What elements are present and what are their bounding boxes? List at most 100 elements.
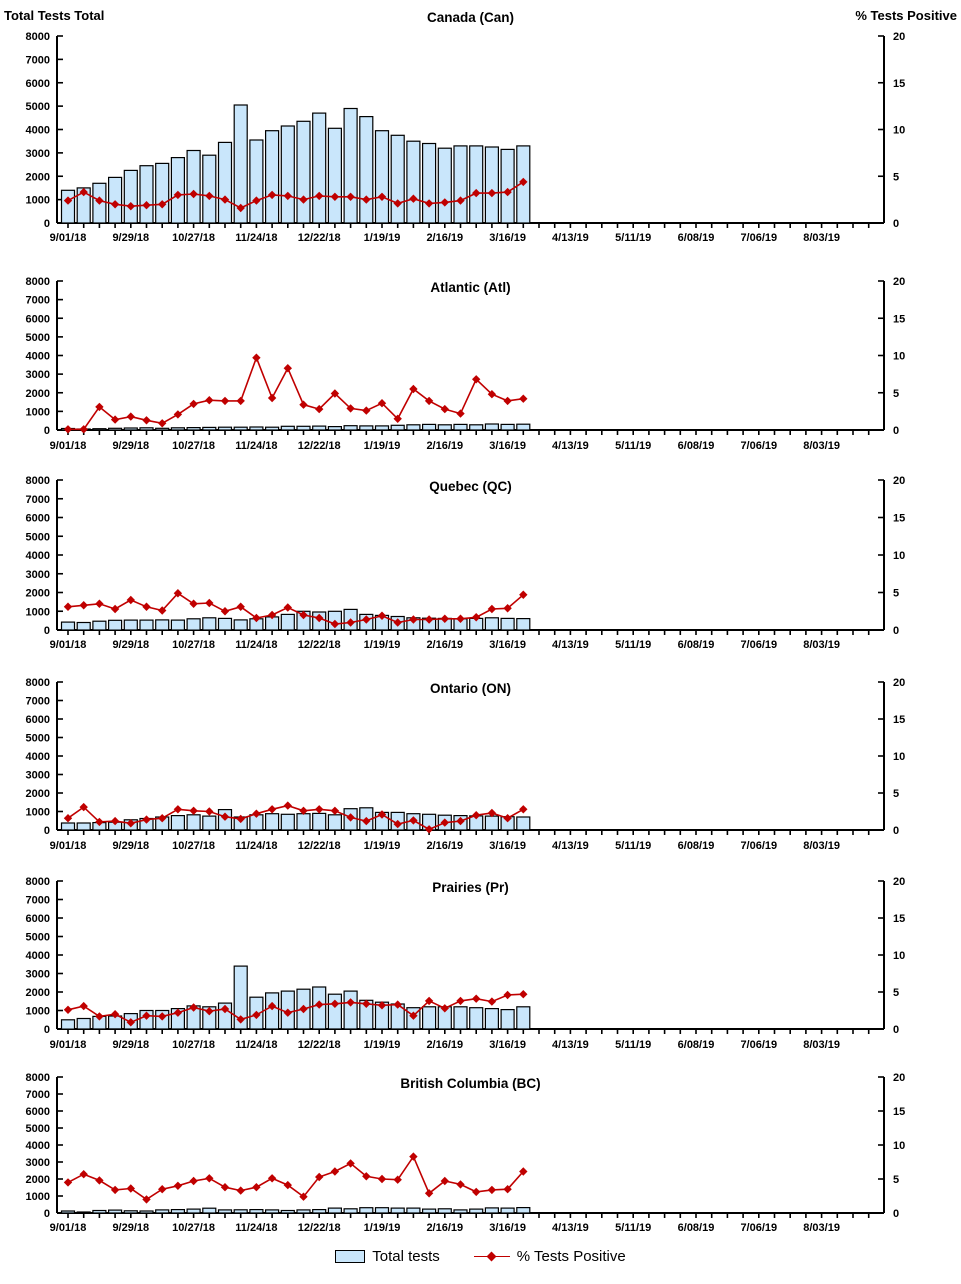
- x-tick-label: 7/06/19: [740, 1039, 777, 1051]
- diamond-marker: [440, 1004, 449, 1013]
- diamond-icon: [486, 1251, 497, 1261]
- right-tick-label: 0: [893, 218, 899, 230]
- x-tick-label: 6/08/19: [678, 1039, 715, 1051]
- x-tick-label: 1/19/19: [364, 1039, 401, 1051]
- total-tests-bar: [170, 1208, 185, 1214]
- total-tests-bar: [186, 149, 201, 224]
- diamond-marker: [487, 997, 497, 1006]
- diamond-marker: [252, 1010, 261, 1020]
- total-tests-bar: [280, 1209, 295, 1214]
- total-tests-bar: [359, 115, 374, 224]
- total-tests-bar: [312, 1208, 327, 1214]
- total-tests-bar: [500, 1008, 515, 1030]
- total-tests-bar: [233, 965, 248, 1030]
- diamond-marker: [158, 419, 167, 428]
- right-tick-label: 20: [893, 276, 905, 288]
- diamond-marker: [362, 615, 371, 624]
- left-tick-label: 1000: [26, 606, 50, 618]
- diamond-marker: [205, 1174, 214, 1183]
- x-tick-label: 11/24/18: [235, 1222, 277, 1234]
- diamond-marker: [440, 198, 449, 207]
- diamond-marker: [362, 195, 371, 204]
- total-tests-bar: [280, 613, 295, 631]
- left-tick-label: 7000: [26, 895, 50, 907]
- left-tick-label: 5000: [26, 932, 50, 944]
- chart-title-pr: Prairies (Pr): [432, 880, 509, 895]
- total-tests-bar: [123, 619, 138, 631]
- total-tests-bar: [437, 147, 452, 224]
- total-tests-bar: [249, 139, 264, 224]
- diamond-marker: [409, 615, 418, 624]
- total-tests-bar: [406, 1207, 421, 1214]
- diamond-marker: [110, 1185, 120, 1195]
- total-tests-bar: [422, 1006, 437, 1030]
- diamond-marker: [283, 801, 292, 810]
- diamond-marker: [236, 814, 245, 824]
- diamond-marker: [189, 1176, 198, 1186]
- diamond-marker: [220, 195, 230, 204]
- diamond-marker: [362, 999, 371, 1008]
- total-tests-bar: [312, 112, 327, 224]
- diamond-marker: [110, 816, 120, 826]
- total-tests-bar: [296, 813, 311, 831]
- diamond-marker: [79, 601, 88, 610]
- diamond-marker: [252, 196, 261, 205]
- total-tests-bar: [359, 1207, 374, 1214]
- left-tick-label: 4000: [26, 550, 50, 562]
- total-tests-bar: [265, 1209, 280, 1214]
- total-tests-bar: [500, 423, 515, 431]
- total-tests-bar: [453, 1209, 468, 1214]
- diamond-marker: [158, 814, 167, 823]
- total-tests-bar: [217, 1209, 233, 1214]
- x-tick-label: 10/27/18: [172, 440, 215, 452]
- x-tick-label: 9/01/18: [50, 232, 87, 244]
- total-tests-bar: [327, 993, 342, 1030]
- left-tick-label: 1000: [26, 1191, 50, 1203]
- total-tests-bar: [92, 620, 107, 631]
- line-diamond-swatch-icon: [473, 1251, 510, 1261]
- right-tick-label: 5: [893, 987, 899, 999]
- total-tests-bar: [155, 1209, 170, 1214]
- chart-atl: Atlantic (Atl) 0 1000 2000 3000 4000 5000 6000 7…: [26, 276, 906, 452]
- diamond-marker: [283, 1008, 292, 1017]
- diamond-marker: [393, 618, 402, 627]
- pct-positive-line: [63, 177, 528, 213]
- right-tick-label: 15: [893, 313, 905, 325]
- total-tests-bar: [312, 425, 327, 431]
- diamond-marker: [95, 196, 104, 205]
- total-tests-bar: [265, 992, 280, 1030]
- right-tick-label: 20: [893, 475, 905, 487]
- diamond-marker: [315, 613, 324, 623]
- x-tick-label: 9/01/18: [50, 1039, 87, 1051]
- total-tests-bar: [217, 426, 233, 431]
- diamond-marker: [424, 1189, 434, 1198]
- total-tests-bar: [60, 621, 76, 631]
- left-tick-label: 5000: [26, 1123, 50, 1135]
- total-tests-bar: [155, 619, 170, 631]
- chart-can: Canada (Can) 0 1000 2000 3000 4000 5000 6000 700…: [26, 10, 906, 244]
- x-tick-label: 5/11/19: [615, 639, 651, 651]
- total-tests-bar: [233, 619, 248, 631]
- x-tick-label: 10/27/18: [172, 1222, 215, 1234]
- x-tick-label: 1/19/19: [364, 639, 401, 651]
- right-tick-label: 15: [893, 513, 905, 525]
- total-tests-bar: [76, 1017, 91, 1030]
- diamond-marker: [346, 1159, 355, 1168]
- right-tick-label: 20: [893, 31, 905, 43]
- x-tick-label: 12/22/18: [298, 840, 341, 852]
- bar-swatch-icon: [335, 1250, 366, 1263]
- total-tests-bar: [186, 427, 201, 431]
- diamond-marker: [63, 1178, 73, 1187]
- x-tick-label: 3/16/19: [489, 840, 526, 852]
- pct-positive-line: [63, 353, 528, 434]
- diamond-marker: [95, 817, 104, 827]
- left-tick-label: 4000: [26, 125, 50, 137]
- diamond-marker: [236, 1186, 245, 1195]
- total-tests-bar: [374, 425, 390, 431]
- total-tests-bar: [233, 426, 248, 431]
- diamond-marker: [456, 409, 465, 418]
- total-tests-bar: [484, 423, 499, 431]
- left-tick-label: 8000: [26, 876, 50, 888]
- total-tests-bar: [484, 1007, 499, 1030]
